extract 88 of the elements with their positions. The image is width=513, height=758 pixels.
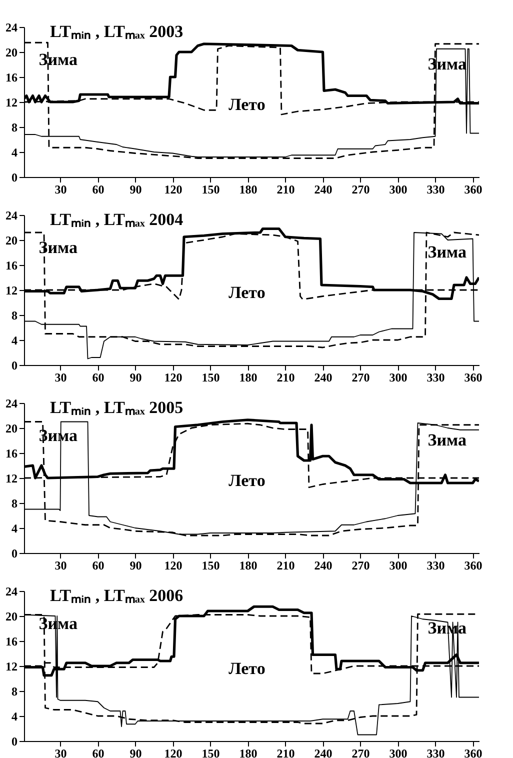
x-tick-label: 210: [276, 746, 295, 758]
x-tick-label: 90: [130, 182, 142, 196]
x-tick-label: 330: [426, 558, 445, 572]
x-tick-label: 360: [464, 182, 482, 196]
x-tick-label: 30: [54, 558, 67, 572]
annotation: Зима: [428, 430, 468, 450]
annotation: Лето: [228, 659, 266, 678]
x-tick-label: 240: [314, 370, 332, 384]
x-tick-label: 90: [130, 746, 142, 758]
y-tick-label: 24: [6, 208, 18, 222]
x-tick-label: 90: [130, 558, 142, 572]
x-tick-label: 150: [202, 182, 220, 196]
annotation: Лето: [228, 95, 266, 114]
y-tick-label: 0: [12, 358, 18, 372]
x-tick-label: 60: [92, 558, 104, 572]
x-tick-label: 120: [164, 182, 182, 196]
x-tick-label: 90: [130, 370, 142, 384]
x-tick-label: 180: [239, 370, 258, 384]
x-tick-label: 210: [276, 558, 295, 572]
x-tick-label: 60: [92, 182, 104, 196]
y-tick-label: 4: [12, 710, 18, 724]
y-tick-label: 24: [6, 20, 18, 34]
y-tick-label: 24: [6, 396, 18, 410]
y-tick-label: 24: [6, 584, 18, 598]
x-tick-label: 300: [389, 746, 408, 758]
x-tick-label: 330: [426, 746, 445, 758]
chart-title: LTₘᵢₙ , LTₘₐₓ 2004: [50, 210, 184, 229]
y-tick-label: 0: [12, 734, 18, 748]
y-tick-label: 0: [12, 170, 18, 184]
x-tick-label: 300: [389, 370, 408, 384]
annotation: Зима: [428, 242, 468, 262]
y-tick-label: 0: [12, 546, 18, 560]
y-tick-label: 12: [6, 660, 18, 674]
x-tick-label: 270: [352, 182, 370, 196]
y-tick-label: 4: [12, 522, 18, 536]
x-tick-label: 270: [352, 558, 370, 572]
y-tick-label: 20: [6, 46, 18, 60]
y-tick-label: 8: [12, 496, 18, 510]
x-tick-label: 330: [426, 182, 445, 196]
y-tick-label: 8: [12, 684, 18, 698]
x-tick-label: 360: [464, 370, 482, 384]
y-tick-label: 20: [6, 234, 18, 248]
y-tick-label: 12: [6, 284, 18, 298]
x-tick-label: 270: [352, 746, 370, 758]
x-tick-label: 240: [314, 558, 332, 572]
y-tick-label: 16: [6, 634, 18, 648]
x-tick-label: 120: [164, 370, 182, 384]
y-tick-label: 4: [12, 334, 18, 348]
y-tick-label: 8: [12, 120, 18, 134]
x-tick-label: 180: [239, 182, 258, 196]
y-tick-label: 20: [6, 422, 18, 436]
y-tick-label: 4: [12, 146, 18, 160]
x-tick-label: 120: [164, 746, 182, 758]
chart-title: LTₘᵢₙ , LTₘₐₓ 2006: [50, 586, 184, 605]
y-tick-label: 12: [6, 472, 18, 486]
annotation: Лето: [228, 471, 266, 490]
y-tick-label: 20: [6, 610, 18, 624]
y-tick-label: 12: [6, 96, 18, 110]
x-tick-label: 300: [389, 182, 408, 196]
x-tick-label: 150: [202, 746, 220, 758]
x-tick-label: 30: [54, 746, 67, 758]
y-tick-label: 16: [6, 70, 18, 84]
x-tick-label: 360: [464, 558, 482, 572]
y-tick-label: 16: [6, 446, 18, 460]
x-tick-label: 180: [239, 558, 258, 572]
x-tick-label: 300: [389, 558, 408, 572]
x-tick-label: 210: [276, 370, 295, 384]
x-tick-label: 30: [54, 370, 67, 384]
x-tick-label: 150: [202, 370, 220, 384]
chart-title: LTₘᵢₙ , LTₘₐₓ 2003: [50, 22, 184, 41]
x-tick-label: 60: [92, 746, 104, 758]
chart-title: LTₘᵢₙ , LTₘₐₓ 2005: [50, 398, 184, 417]
annotation: Зима: [38, 50, 78, 69]
annotation: Лето: [228, 283, 266, 302]
x-tick-label: 360: [464, 746, 482, 758]
x-tick-label: 120: [164, 558, 182, 572]
annotation: Зима: [38, 238, 78, 257]
y-tick-label: 8: [12, 308, 18, 322]
x-tick-label: 240: [314, 746, 332, 758]
y-tick-label: 16: [6, 258, 18, 272]
x-tick-label: 330: [426, 370, 445, 384]
x-tick-label: 150: [202, 558, 220, 572]
x-tick-label: 60: [92, 370, 104, 384]
x-tick-label: 210: [276, 182, 295, 196]
x-tick-label: 270: [352, 370, 370, 384]
x-tick-label: 180: [239, 746, 258, 758]
x-tick-label: 30: [54, 182, 67, 196]
x-tick-label: 240: [314, 182, 332, 196]
